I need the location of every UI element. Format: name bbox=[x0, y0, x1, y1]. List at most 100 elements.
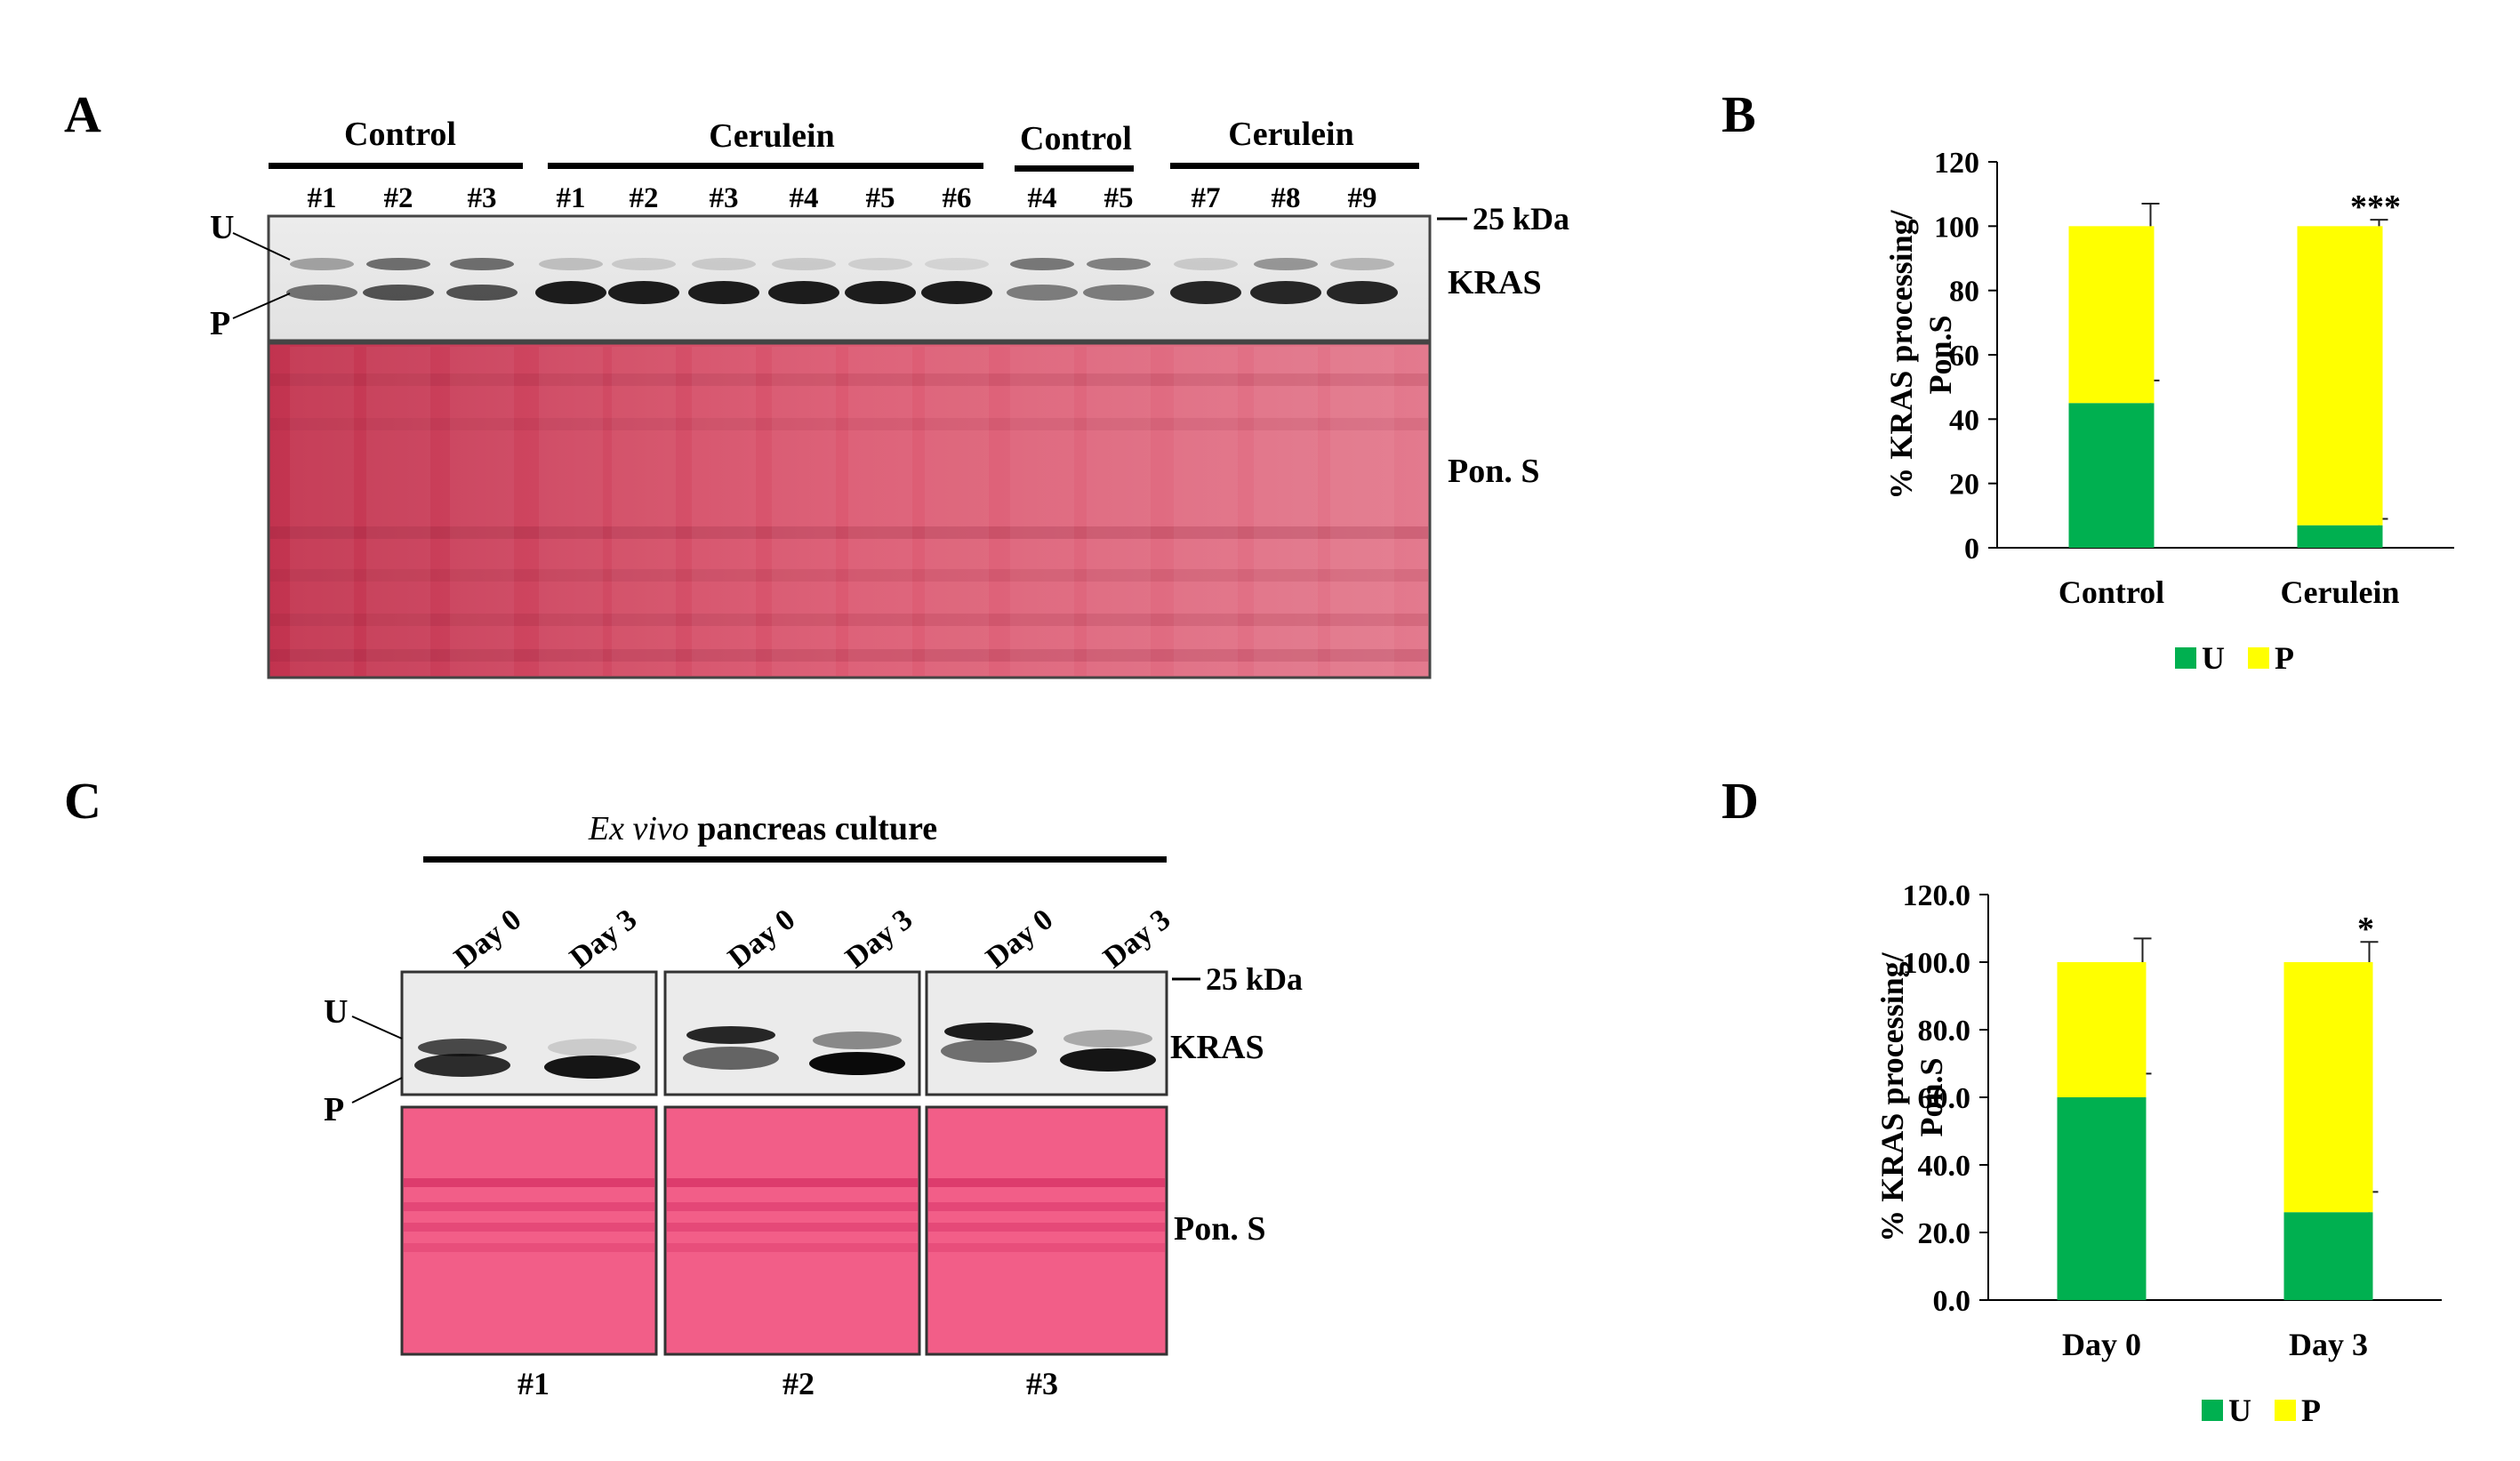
ponceau-band bbox=[270, 418, 1428, 430]
band-p bbox=[1170, 281, 1241, 304]
panel-c-title: Ex vivo pancreas culture bbox=[588, 810, 937, 847]
lane-label: #5 bbox=[1104, 182, 1134, 214]
group-line-control-1 bbox=[269, 163, 523, 169]
ponceau-band bbox=[928, 1223, 1165, 1232]
band-p bbox=[414, 1054, 510, 1077]
y-axis-label: % KRAS processing/Pon.S bbox=[1874, 951, 1949, 1241]
lane-labels-a: #1 #2 #3 #1 #2 #3 #4 #5 #6 #4 #5 #7 #8 #… bbox=[308, 182, 1377, 214]
band-label-p-c: P bbox=[324, 1091, 344, 1128]
ponceau-band bbox=[404, 1178, 654, 1187]
panel-c-title-line bbox=[423, 856, 1167, 863]
band-u bbox=[692, 258, 756, 270]
panel-d: D 0.0 20.0 40.0 60.0 80.0 100.0 120.0 % KRAS pr… bbox=[1721, 772, 2442, 1428]
lane-label: Day 0 bbox=[448, 903, 527, 975]
y-tick-label: 40.0 bbox=[1918, 1150, 1971, 1183]
ponceau-lane bbox=[1010, 347, 1074, 676]
legend-label: U bbox=[2202, 640, 2225, 676]
legend-label: U bbox=[2228, 1393, 2251, 1428]
band-u bbox=[813, 1032, 902, 1049]
y-axis-label: % KRAS processing/Pon.S bbox=[1883, 209, 1958, 499]
ponceau-band bbox=[404, 1223, 654, 1232]
ponceau-band bbox=[270, 526, 1428, 539]
band-p bbox=[941, 1040, 1037, 1063]
lane-label: #4 bbox=[790, 182, 819, 214]
lane-label: #8 bbox=[1272, 182, 1301, 214]
band-u bbox=[418, 1039, 507, 1056]
ponceau-bands-a bbox=[270, 347, 1428, 676]
significance-label: * bbox=[2357, 911, 2374, 948]
lane-label: Day 0 bbox=[722, 903, 801, 975]
band-u bbox=[686, 1026, 775, 1044]
band-p bbox=[608, 281, 679, 304]
bar-u bbox=[2068, 403, 2155, 548]
band-u bbox=[1330, 258, 1394, 270]
x-tick-label: Day 3 bbox=[2289, 1327, 2368, 1362]
legend-swatch-p bbox=[2248, 647, 2269, 669]
band-u bbox=[1087, 258, 1151, 270]
y-tick-label: 120 bbox=[1934, 147, 1979, 180]
group-label-cerulein-2: Cerulein bbox=[1228, 116, 1353, 153]
panel-letter-b: B bbox=[1721, 85, 1756, 143]
y-tick-label: 40 bbox=[1949, 404, 1979, 437]
band-p bbox=[535, 281, 606, 304]
pointer-p-a bbox=[232, 293, 291, 319]
ponceau-lane bbox=[1254, 347, 1318, 676]
ponceau-band bbox=[667, 1202, 918, 1211]
ponceau-lane bbox=[848, 347, 912, 676]
band-u bbox=[612, 258, 676, 270]
stain-label-c: Pon. S bbox=[1174, 1210, 1265, 1248]
pointer-u-c bbox=[351, 1015, 403, 1040]
lane-label: #3 bbox=[710, 182, 739, 214]
bar-p bbox=[2068, 226, 2155, 404]
ponceau-lane bbox=[1330, 347, 1394, 676]
band-u bbox=[539, 258, 603, 270]
lane-label: #1 bbox=[557, 182, 586, 214]
ponceau-band bbox=[667, 1223, 918, 1232]
lane-label: Day 3 bbox=[564, 903, 643, 975]
lane-label: #4 bbox=[1028, 182, 1057, 214]
legend-swatch-p bbox=[2275, 1400, 2296, 1421]
x-tick-label: Cerulein bbox=[2281, 574, 2400, 610]
ponceau-band bbox=[667, 1243, 918, 1252]
band-u bbox=[366, 258, 430, 270]
y-tick-label: 80.0 bbox=[1918, 1015, 1971, 1048]
y-tick-label: 20 bbox=[1949, 469, 1979, 502]
band-p bbox=[1083, 285, 1154, 301]
y-tick-label: 100.0 bbox=[1903, 947, 1971, 980]
band-u bbox=[450, 258, 514, 270]
ponceau-lane bbox=[450, 347, 514, 676]
significance-label: *** bbox=[2350, 189, 2401, 226]
lane-label: Day 3 bbox=[839, 903, 919, 975]
ponceau-band bbox=[270, 569, 1428, 582]
lane-label: #6 bbox=[943, 182, 972, 214]
sample-label: #2 bbox=[782, 1366, 815, 1401]
bar-u bbox=[2297, 525, 2383, 548]
bar-p bbox=[2283, 962, 2373, 1213]
y-tick-label: 120.0 bbox=[1903, 879, 1971, 912]
band-p bbox=[363, 285, 434, 301]
band-u bbox=[1063, 1030, 1152, 1048]
bar-p bbox=[2297, 226, 2383, 526]
ponceau-lane bbox=[1087, 347, 1151, 676]
bar-u bbox=[2057, 1097, 2147, 1300]
lane-label: #9 bbox=[1348, 182, 1377, 214]
ponceau-lane bbox=[772, 347, 836, 676]
y-tick-label: 0 bbox=[1964, 533, 1979, 566]
ponceau-lane bbox=[925, 347, 989, 676]
legend-swatch-u bbox=[2175, 647, 2196, 669]
group-line-control-2 bbox=[1015, 165, 1134, 172]
ponceau-blot-c-1 bbox=[400, 1105, 658, 1356]
band-u bbox=[290, 258, 354, 270]
ponceau-band bbox=[270, 614, 1428, 626]
legend-label: P bbox=[2301, 1393, 2321, 1428]
band-u bbox=[548, 1039, 637, 1056]
band-p bbox=[688, 281, 759, 304]
y-tick-label: 100 bbox=[1934, 211, 1979, 244]
band-p bbox=[809, 1052, 905, 1075]
y-axis-label-line: % KRAS processing/ bbox=[1883, 209, 1919, 499]
band-u bbox=[772, 258, 836, 270]
band-p bbox=[845, 281, 916, 304]
band-p bbox=[921, 281, 992, 304]
band-p bbox=[544, 1056, 640, 1079]
band-u bbox=[925, 258, 989, 270]
